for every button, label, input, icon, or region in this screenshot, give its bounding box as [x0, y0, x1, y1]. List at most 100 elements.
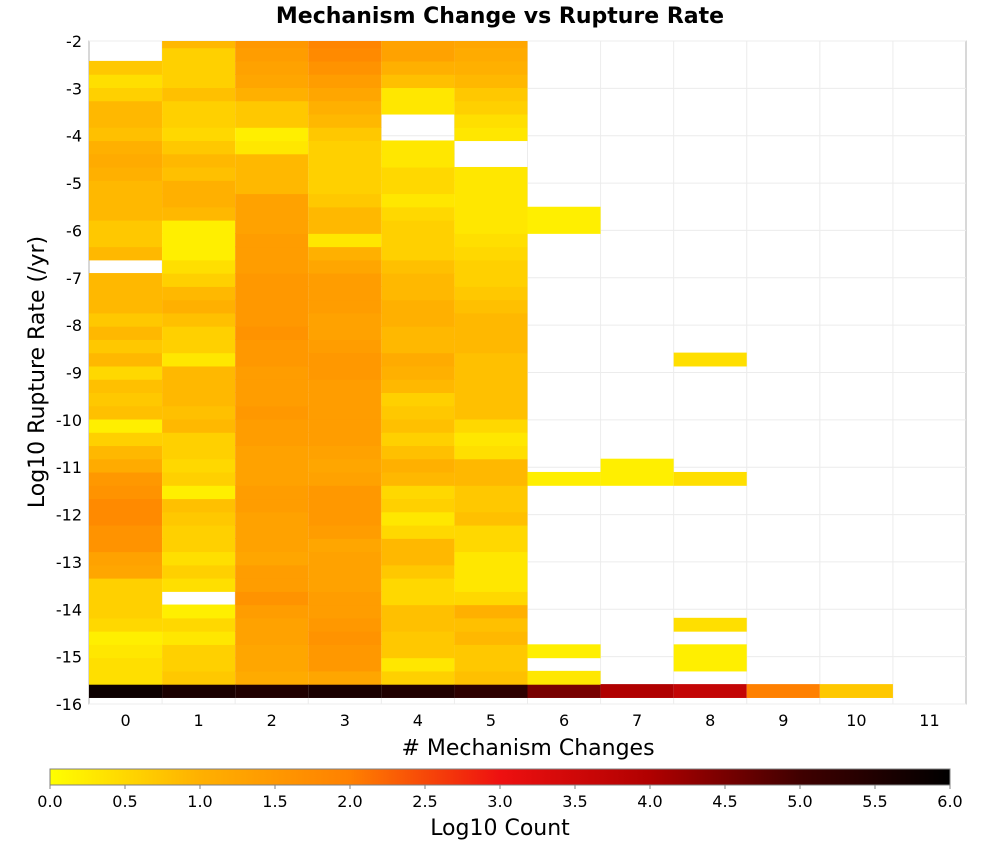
- heatmap-cell: [308, 604, 382, 619]
- x-axis-ticks: 0 1 2 3 4 5 6 7 8 9 10 11: [120, 711, 939, 730]
- heatmap-cell: [673, 684, 747, 698]
- heatmap-cell: [308, 273, 382, 287]
- heatmap-cell: [308, 153, 382, 168]
- heatmap-cell: [308, 193, 382, 208]
- heatmap-cell: [89, 617, 163, 632]
- heatmap-cell: [89, 220, 163, 234]
- heatmap-cell: [162, 100, 236, 115]
- heatmap-cell: [454, 458, 528, 473]
- heatmap-cell: [381, 617, 455, 632]
- heatmap-cell: [235, 47, 309, 62]
- heatmap-cell: [454, 273, 528, 287]
- heatmap-cell: [89, 127, 163, 142]
- heatmap-cell: [381, 458, 455, 473]
- heatmap-cell: [454, 379, 528, 393]
- heatmap-cell: [162, 485, 236, 500]
- heatmap-cell: [454, 684, 528, 698]
- heatmap-cell: [162, 617, 236, 632]
- heatmap-cell: [308, 670, 382, 685]
- y-tick-label: -12: [56, 506, 82, 525]
- heatmap-cell: [235, 286, 309, 301]
- x-tick-label: 0: [120, 711, 130, 730]
- heatmap-cell: [162, 180, 236, 195]
- heatmap-cell: [381, 591, 455, 606]
- x-tick-label: 1: [194, 711, 204, 730]
- heatmap-cell: [235, 299, 309, 314]
- heatmap-cell: [162, 445, 236, 460]
- heatmap-cell: [235, 578, 309, 592]
- heatmap-cell: [235, 153, 309, 168]
- heatmap-cell: [89, 379, 163, 393]
- colorbar-tick-label: 1.5: [262, 792, 287, 811]
- heatmap-cell: [454, 312, 528, 327]
- heatmap-cell: [819, 684, 893, 698]
- heatmap-cell: [454, 670, 528, 685]
- heatmap-cell: [673, 471, 747, 486]
- colorbar-label: Log10 Count: [430, 816, 570, 841]
- colorbar-tick-label: 4.0: [637, 792, 662, 811]
- heatmap-cell: [89, 286, 163, 301]
- heatmap-cell: [89, 418, 163, 433]
- heatmap-cell: [381, 524, 455, 539]
- heatmap-cell: [454, 41, 528, 49]
- y-tick-label: -4: [66, 127, 82, 146]
- heatmap-cell: [89, 471, 163, 486]
- heatmap-cell: [308, 631, 382, 645]
- colorbar-tick-label: 1.0: [187, 792, 212, 811]
- heatmap-cell: [454, 631, 528, 645]
- heatmap-cell: [235, 471, 309, 486]
- heatmap-cell: [89, 511, 163, 526]
- heatmap-cell: [454, 259, 528, 274]
- heatmap-cell: [89, 524, 163, 539]
- x-tick-label: 9: [778, 711, 788, 730]
- heatmap-cell: [308, 220, 382, 234]
- heatmap-cell: [308, 100, 382, 115]
- heatmap-cell: [235, 392, 309, 407]
- colorbar-tick-label: 3.0: [487, 792, 512, 811]
- x-tick-label: 4: [413, 711, 423, 730]
- heatmap-cell: [235, 551, 309, 566]
- y-tick-label: -5: [66, 174, 82, 193]
- heatmap-cell: [89, 405, 163, 420]
- heatmap-cell: [162, 127, 236, 142]
- heatmap-cell: [673, 644, 747, 659]
- heatmap-cell: [381, 498, 455, 513]
- heatmap-cell: [381, 206, 455, 221]
- heatmap-cell: [381, 551, 455, 566]
- heatmap-cell: [235, 233, 309, 248]
- heatmap-cell: [308, 127, 382, 142]
- heatmap-cell: [89, 193, 163, 208]
- heatmap-cell: [162, 259, 236, 274]
- heatmap-cell: [235, 405, 309, 420]
- heatmap-cell: [527, 670, 601, 685]
- heatmap-cell: [162, 564, 236, 579]
- heatmap-cell: [381, 100, 455, 115]
- heatmap-cell: [381, 193, 455, 208]
- heatmap-cell: [308, 418, 382, 433]
- heatmap-cell: [235, 140, 309, 155]
- chart-title: Mechanism Change vs Rupture Rate: [276, 4, 724, 29]
- heatmap-cell: [308, 233, 382, 248]
- heatmap-cell: [308, 564, 382, 579]
- heatmap-cell: [162, 113, 236, 128]
- heatmap-cell: [89, 657, 163, 672]
- heatmap-cell: [454, 538, 528, 553]
- heatmap-cell: [381, 604, 455, 619]
- x-tick-label: 3: [340, 711, 350, 730]
- heatmap-cell: [454, 365, 528, 380]
- heatmap-cell: [454, 47, 528, 62]
- heatmap-cell: [308, 259, 382, 274]
- heatmap-cell: [89, 392, 163, 407]
- heatmap-cell: [381, 365, 455, 380]
- y-tick-label: -9: [66, 364, 82, 383]
- heatmap-cell: [89, 631, 163, 645]
- colorbar: [49, 768, 951, 786]
- heatmap-cell: [381, 47, 455, 62]
- colorbar-tick-label: 0.5: [112, 792, 137, 811]
- heatmap-cell: [308, 87, 382, 102]
- heatmap-cell: [235, 631, 309, 645]
- heatmap-cell: [600, 471, 674, 486]
- y-tick-label: -10: [56, 411, 82, 430]
- heatmap-cell: [89, 498, 163, 513]
- heatmap-cell: [308, 578, 382, 592]
